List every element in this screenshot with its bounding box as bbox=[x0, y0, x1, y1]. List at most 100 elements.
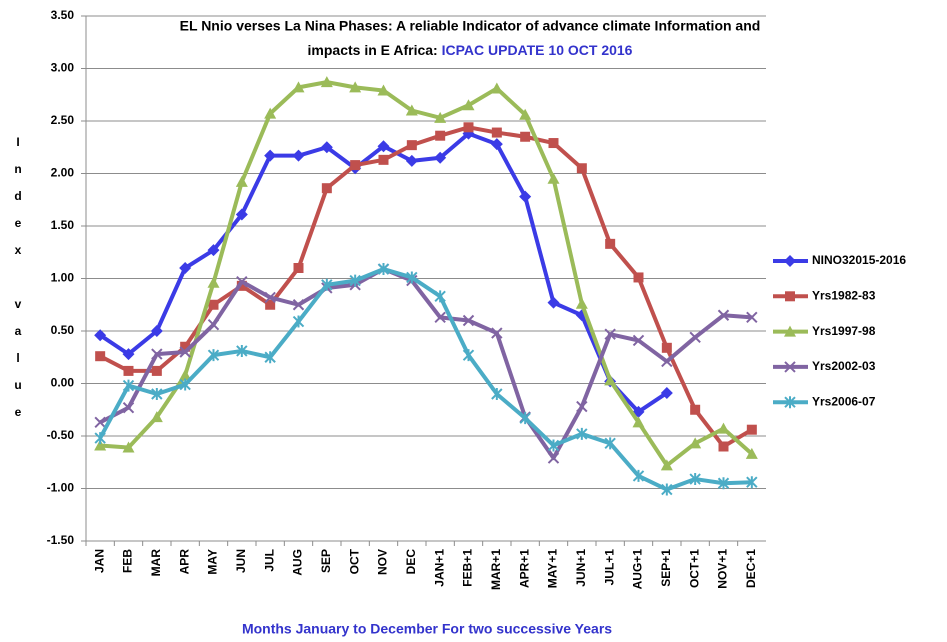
marker bbox=[179, 346, 191, 358]
legend-label: Yrs2002-03 bbox=[812, 359, 876, 373]
x-tick-label: JUN bbox=[234, 549, 248, 573]
marker bbox=[605, 238, 616, 249]
marker bbox=[179, 369, 192, 381]
x-tick-label: JAN+1 bbox=[432, 549, 446, 587]
x-tick-label: AUG+1 bbox=[631, 549, 645, 590]
x-axis-label: Months January to December For two succe… bbox=[242, 621, 612, 637]
x-tick-label: SEP bbox=[319, 549, 333, 573]
series-line bbox=[100, 80, 754, 468]
marker bbox=[122, 379, 135, 392]
chart-title: EL Nnio verses La Nina Phases: A reliabl… bbox=[180, 18, 761, 34]
marker bbox=[520, 131, 531, 142]
x-tick-label: SEP+1 bbox=[659, 549, 673, 587]
marker bbox=[660, 459, 673, 471]
marker bbox=[321, 278, 333, 291]
marker bbox=[321, 183, 332, 194]
marker bbox=[575, 297, 588, 309]
marker bbox=[462, 349, 475, 362]
marker bbox=[180, 341, 191, 352]
x-tick-label: DEC bbox=[404, 549, 418, 575]
marker bbox=[236, 275, 248, 288]
y-tick-label: 3.50 bbox=[51, 8, 75, 22]
marker bbox=[784, 255, 796, 267]
marker bbox=[462, 99, 475, 111]
legend-label: Yrs2006-07 bbox=[812, 394, 876, 408]
marker bbox=[207, 244, 220, 257]
x-tick-label: JUN+1 bbox=[574, 549, 588, 587]
y-tick-label: 2.00 bbox=[51, 166, 75, 180]
legend-label: Yrs1982-83 bbox=[812, 288, 876, 302]
marker bbox=[519, 108, 532, 120]
marker bbox=[349, 81, 362, 93]
x-tick-label: OCT bbox=[347, 548, 361, 574]
marker bbox=[122, 441, 135, 453]
marker bbox=[292, 81, 305, 93]
x-tick-label: OCT+1 bbox=[687, 549, 701, 588]
marker bbox=[746, 476, 758, 489]
marker bbox=[490, 82, 503, 94]
y-tick-label: 3.00 bbox=[51, 61, 75, 75]
marker bbox=[349, 274, 361, 287]
marker bbox=[292, 315, 305, 328]
marker bbox=[320, 76, 333, 88]
marker bbox=[151, 365, 162, 376]
marker bbox=[491, 327, 503, 339]
marker bbox=[717, 477, 730, 490]
marker bbox=[405, 154, 418, 167]
marker bbox=[293, 263, 304, 273]
marker bbox=[660, 386, 673, 399]
marker bbox=[717, 422, 730, 434]
marker bbox=[548, 138, 559, 149]
marker bbox=[745, 447, 758, 459]
marker bbox=[690, 404, 701, 415]
marker bbox=[632, 334, 645, 347]
marker bbox=[377, 84, 390, 96]
marker bbox=[784, 361, 796, 373]
marker bbox=[633, 272, 644, 283]
x-tick-label: AUG bbox=[291, 549, 305, 576]
marker bbox=[405, 104, 418, 116]
marker bbox=[689, 331, 701, 344]
marker bbox=[235, 208, 248, 221]
marker bbox=[435, 130, 446, 141]
marker bbox=[264, 149, 277, 162]
marker bbox=[434, 311, 446, 324]
marker bbox=[235, 175, 248, 187]
x-tick-label: FEB+1 bbox=[461, 549, 475, 587]
marker bbox=[661, 342, 672, 353]
marker bbox=[94, 439, 107, 451]
marker bbox=[236, 280, 247, 291]
marker bbox=[547, 172, 560, 184]
marker bbox=[123, 365, 134, 376]
marker bbox=[377, 263, 390, 276]
marker bbox=[434, 111, 447, 123]
marker bbox=[264, 107, 277, 119]
marker bbox=[95, 351, 106, 362]
marker bbox=[94, 432, 106, 445]
y-tick-label: -1.00 bbox=[47, 481, 75, 495]
marker bbox=[576, 427, 588, 440]
x-tick-label: APR bbox=[177, 549, 191, 575]
marker bbox=[151, 388, 163, 400]
marker bbox=[746, 311, 758, 324]
marker bbox=[784, 396, 796, 409]
marker bbox=[94, 416, 106, 429]
x-tick-label: FEB bbox=[121, 549, 135, 573]
marker bbox=[150, 325, 163, 337]
y-tick-label: 2.50 bbox=[51, 113, 75, 127]
marker bbox=[406, 140, 417, 151]
legend-label: NINO32015-2016 bbox=[812, 253, 906, 267]
marker bbox=[689, 437, 702, 449]
marker bbox=[632, 416, 645, 428]
x-tick-label: JAN bbox=[92, 549, 106, 573]
series-line bbox=[99, 267, 752, 461]
marker bbox=[604, 328, 616, 340]
marker bbox=[207, 318, 220, 331]
marker bbox=[519, 190, 532, 203]
marker bbox=[604, 374, 617, 386]
marker bbox=[150, 411, 163, 423]
marker bbox=[264, 351, 276, 364]
marker bbox=[490, 138, 503, 151]
marker bbox=[378, 154, 389, 165]
marker bbox=[547, 452, 560, 464]
